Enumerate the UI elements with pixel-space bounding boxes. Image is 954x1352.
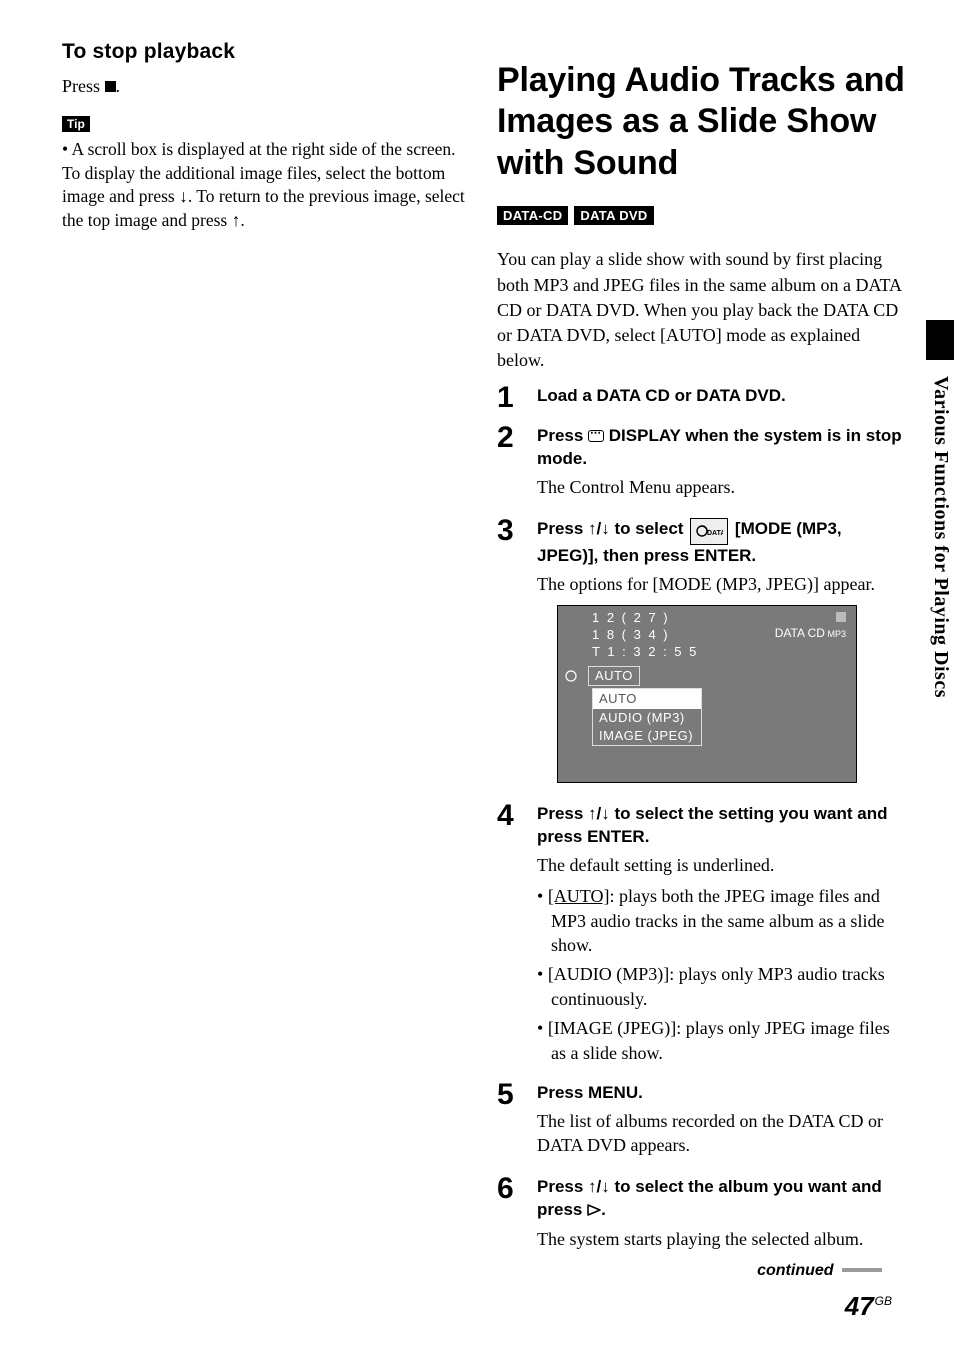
step-1: 1 Load a DATA CD or DATA DVD. [497,385,907,413]
step-number: 4 [497,801,521,831]
panel-option-image: IMAGE (JPEG) [599,727,695,745]
stop-square-icon [105,81,116,92]
auto-label: [AUTO] [548,886,610,906]
panel-mode-icon [558,666,588,686]
step-number: 2 [497,423,521,453]
step-1-head: Load a DATA CD or DATA DVD. [537,385,907,408]
svg-text:DATA: DATA [707,530,723,537]
press-stop-prefix: Press [62,76,105,96]
step-2-head-prefix: Press [537,426,588,445]
step-6-head-b: . [601,1200,606,1219]
page-region: GB [875,1294,892,1308]
step-2-head: Press DISPLAY when the system is in stop… [537,425,907,471]
step-5-text: The list of albums recorded on the DATA … [537,1109,907,1159]
page-number-value: 47 [845,1291,874,1321]
continued-text: continued [757,1262,833,1279]
panel-line-2: 1 8 ( 3 4 ) [592,627,698,644]
press-stop-line: Press . [62,76,467,97]
panel-disc-label-sub: MP3 [825,629,846,639]
panel-line-1: 1 2 ( 2 7 ) [592,610,698,627]
step-number: 3 [497,516,521,546]
tip-text: A scroll box is displayed at the right s… [62,139,465,230]
step-4-bullet-audio: • [AUDIO (MP3)]: plays only MP3 audio tr… [537,962,907,1012]
panel-option-audio: AUDIO (MP3) [599,709,695,727]
step-4-text: The default setting is underlined. [537,853,907,878]
audio-text: [AUDIO (MP3)]: plays only MP3 audio trac… [548,964,885,1009]
step-number: 1 [497,383,521,413]
panel-disc-label-main: DATA CD [775,626,825,640]
step-2: 2 Press DISPLAY when the system is in st… [497,425,907,506]
panel-disc-label: DATA CD MP3 [775,626,846,640]
panel-current-mode: AUTO [588,666,640,686]
step-3-text: The options for [MODE (MP3, JPEG)] appea… [537,572,907,597]
step-3-head: Press ↑/↓ to select DATA [MODE (MP3, JPE… [537,518,907,568]
control-menu-panel: 1 2 ( 2 7 ) 1 8 ( 3 4 ) T 1 : 3 2 : 5 5 … [557,605,857,783]
panel-mode-options: AUTO AUDIO (MP3) IMAGE (JPEG) [592,688,702,746]
press-stop-suffix: . [116,76,121,96]
step-4-bullet-auto: • [AUTO]: plays both the JPEG image file… [537,884,907,958]
continued-bar-icon [842,1268,882,1272]
step-6: 6 Press ↑/↓ to select the album you want… [497,1176,907,1258]
stop-playback-heading: To stop playback [62,40,467,64]
step-3: 3 Press ↑/↓ to select DATA [MODE (MP3, J… [497,518,907,791]
step-5-head: Press MENU. [537,1082,907,1105]
page-title: Playing Audio Tracks and Images as a Sli… [497,60,907,184]
step-4: 4 Press ↑/↓ to select the setting you wa… [497,803,907,1070]
badge-data-cd: DATA-CD [497,206,568,225]
side-tab-marker [926,320,954,360]
intro-paragraph: You can play a slide show with sound by … [497,247,907,373]
step-6-head: Press ↑/↓ to select the album you want a… [537,1176,907,1223]
step-4-head: Press ↑/↓ to select the setting you want… [537,803,907,849]
panel-line-3: T 1 : 3 2 : 5 5 [592,644,698,661]
page-number: 47GB [845,1291,892,1322]
panel-option-auto: AUTO [593,689,701,709]
continued-indicator: continued [757,1262,882,1280]
tip-badge: Tip [62,116,90,132]
mode-data-icon: DATA [690,518,728,545]
step-5: 5 Press MENU. The list of albums recorde… [497,1082,907,1165]
step-number: 6 [497,1174,521,1204]
display-button-icon [588,430,604,442]
disc-status-icon [836,612,846,622]
step-6-text: The system starts playing the selected a… [537,1227,907,1252]
step-3-head-a: Press ↑/↓ to select [537,519,688,538]
image-text: [IMAGE (JPEG)]: plays only JPEG image fi… [548,1018,890,1063]
side-section-label: Various Functions for Playing Discs [929,370,954,698]
media-badges: DATA-CD DATA DVD [497,206,907,225]
play-triangle-icon [587,1200,601,1223]
step-4-bullet-image: • [IMAGE (JPEG)]: plays only JPEG image … [537,1016,907,1066]
badge-data-dvd: DATA DVD [574,206,653,225]
tip-body: A scroll box is displayed at the right s… [62,138,467,233]
step-2-text: The Control Menu appears. [537,475,907,500]
step-number: 5 [497,1080,521,1110]
